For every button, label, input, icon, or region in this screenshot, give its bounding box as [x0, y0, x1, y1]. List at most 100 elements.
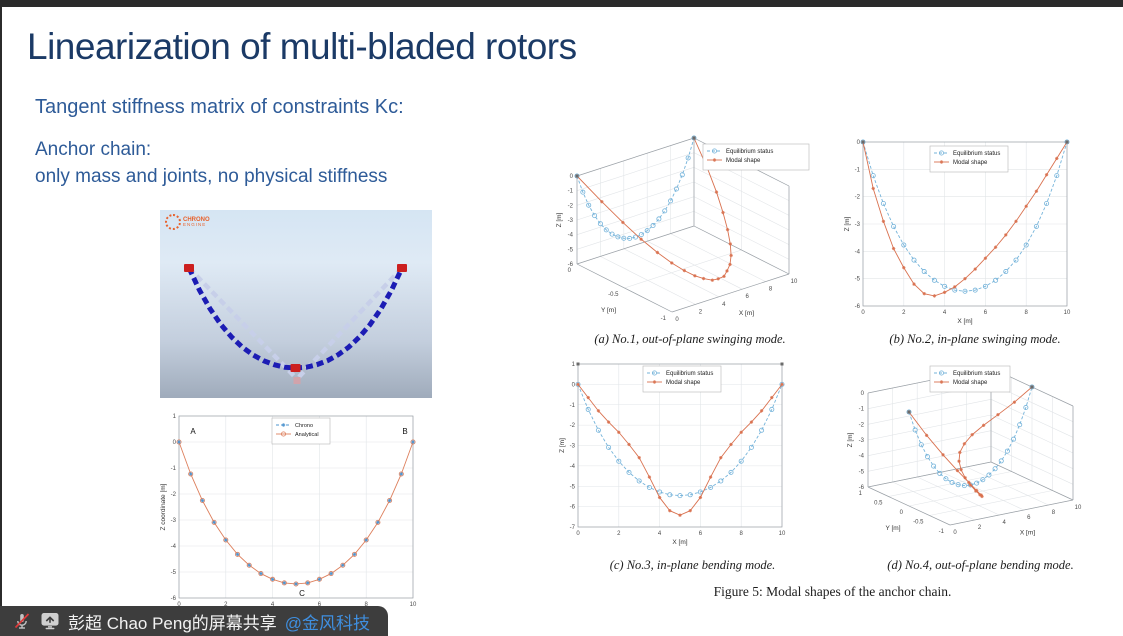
svg-text:-1: -1 — [568, 189, 574, 195]
svg-text:Modal shape: Modal shape — [726, 158, 761, 164]
svg-text:-5: -5 — [171, 570, 177, 576]
svg-text:-6: -6 — [568, 262, 574, 268]
svg-text:0: 0 — [568, 268, 572, 274]
modal-plot-d: 0 2 4 6 8 10 1 0.5 0 -0.5 -1 0 -1 -2 -3 -4 -5 -6 X [m] Y [m… — [847, 365, 1082, 537]
svg-text:8: 8 — [769, 287, 773, 293]
svg-text:2: 2 — [224, 602, 228, 608]
svg-text:-3: -3 — [570, 444, 576, 450]
svg-text:Equilibrium status: Equilibrium status — [666, 371, 713, 377]
svg-text:0: 0 — [173, 440, 177, 446]
svg-text:8: 8 — [1025, 310, 1029, 316]
svg-text:10: 10 — [1064, 310, 1071, 316]
modal-plot-a-block: 0 2 4 6 8 10 0 -0.5 -1 0 -1 -2 -3 -4 -5 -6 X [m] Y [m] Z [… — [545, 132, 835, 347]
svg-text:0: 0 — [953, 530, 957, 536]
svg-text:4: 4 — [943, 310, 947, 316]
modal-plot-b-block: 0 2 4 6 8 10 0 -1 -2 -3 -4 -5 -6 X [m] Z [m] Equilibriu… — [830, 132, 1120, 347]
svg-text:10: 10 — [791, 279, 798, 285]
svg-text:0: 0 — [675, 317, 679, 323]
slide-title: Linearization of multi-bladed rotors — [27, 26, 577, 67]
svg-text:4: 4 — [1003, 520, 1007, 526]
svg-text:Equilibrium status: Equilibrium status — [953, 371, 1000, 377]
chrono-gear-icon — [165, 214, 181, 230]
svg-text:-1: -1 — [939, 529, 945, 535]
svg-text:Z [m]: Z [m] — [559, 438, 566, 453]
share-bar-mention-link[interactable]: @金风科技 — [284, 613, 371, 633]
svg-text:-3: -3 — [171, 518, 177, 524]
svg-text:-4: -4 — [171, 544, 177, 550]
svg-text:0: 0 — [900, 510, 904, 516]
svg-text:-6: -6 — [855, 304, 861, 310]
modal-plot-d-block: 0 2 4 6 8 10 1 0.5 0 -0.5 -1 0 -1 -2 -3 -4 -5 -6 X [m] Y [m… — [838, 358, 1123, 573]
svg-text:-3: -3 — [855, 222, 861, 228]
svg-text:-7: -7 — [570, 525, 576, 531]
svg-text:-5: -5 — [855, 277, 861, 283]
svg-text:X [m]: X [m] — [672, 539, 687, 546]
svg-text:-1: -1 — [171, 466, 177, 472]
svg-text:X [m]: X [m] — [1020, 530, 1035, 537]
svg-text:4: 4 — [271, 602, 275, 608]
svg-text:0: 0 — [861, 391, 865, 397]
svg-text:10: 10 — [779, 531, 786, 537]
svg-text:8: 8 — [365, 602, 369, 608]
svg-text:Z [m]: Z [m] — [844, 216, 851, 231]
svg-text:C: C — [299, 589, 305, 598]
svg-text:6: 6 — [318, 602, 322, 608]
svg-text:1: 1 — [859, 491, 863, 497]
svg-text:-0.5: -0.5 — [913, 520, 924, 526]
svg-text:-4: -4 — [568, 233, 574, 239]
svg-text:0: 0 — [570, 174, 574, 180]
svg-text:10: 10 — [1075, 505, 1082, 511]
svg-text:1: 1 — [173, 414, 177, 420]
svg-text:A: A — [190, 427, 196, 436]
chrono-simulation-image: CHRONO ENGINE — [160, 210, 432, 398]
svg-text:6: 6 — [699, 531, 703, 537]
svg-text:1: 1 — [572, 362, 576, 368]
svg-text:4: 4 — [658, 531, 662, 537]
svg-text:0: 0 — [857, 140, 861, 146]
svg-text:2: 2 — [699, 309, 703, 315]
svg-text:Equilibrium status: Equilibrium status — [953, 151, 1000, 157]
svg-text:Modal shape: Modal shape — [953, 380, 988, 386]
svg-text:X [m]: X [m] — [739, 310, 754, 317]
svg-text:Modal shape: Modal shape — [953, 160, 988, 166]
svg-text:4: 4 — [722, 302, 726, 308]
svg-text:8: 8 — [1052, 510, 1056, 516]
svg-text:0: 0 — [861, 310, 865, 316]
caption-d: (d) No.4, out-of-plane bending mode. — [887, 558, 1074, 572]
svg-text:-2: -2 — [568, 203, 574, 209]
svg-text:-3: -3 — [859, 438, 865, 444]
caption-c: (c) No.3, in-plane bending mode. — [609, 558, 776, 572]
svg-text:-3: -3 — [568, 218, 574, 224]
modal-plot-c-block: 0 2 4 6 8 10 1 0 -1 -2 -3 -4 -5 -6 -7 X [m] Z [m] Equilib… — [550, 358, 835, 573]
svg-text:Chrono: Chrono — [295, 423, 313, 429]
screen-share-indicator-bar[interactable]: 彭超 Chao Peng的屏幕共享 @金风科技 — [0, 606, 388, 636]
svg-text:Z [m]: Z [m] — [556, 212, 563, 227]
svg-text:Z [m]: Z [m] — [847, 432, 854, 447]
svg-text:-2: -2 — [570, 423, 576, 429]
window-left-edge — [0, 0, 2, 636]
svg-text:Modal shape: Modal shape — [666, 380, 701, 386]
svg-text:X [m]: X [m] — [957, 318, 972, 325]
svg-text:-4: -4 — [859, 454, 865, 460]
svg-text:0: 0 — [576, 531, 580, 537]
svg-text:Z coordinate [m]: Z coordinate [m] — [160, 483, 167, 530]
svg-text:-2: -2 — [855, 195, 861, 201]
svg-text:6: 6 — [984, 310, 988, 316]
svg-text:Y [m]: Y [m] — [885, 525, 900, 532]
svg-text:-1: -1 — [570, 403, 576, 409]
svg-text:8: 8 — [740, 531, 744, 537]
screen-share-icon — [41, 613, 59, 630]
svg-text:-5: -5 — [859, 469, 865, 475]
svg-text:-2: -2 — [171, 492, 177, 498]
svg-text:0: 0 — [177, 602, 181, 608]
figure-caption: Figure 5: Modal shapes of the anchor cha… — [713, 584, 952, 599]
slide-text-anchor-chain: Anchor chain: — [35, 139, 152, 160]
svg-text:-4: -4 — [570, 464, 576, 470]
modal-plot-a: 0 2 4 6 8 10 0 -0.5 -1 0 -1 -2 -3 -4 -5 -6 X [m] Y [m] Z [… — [556, 135, 810, 323]
svg-text:-2: -2 — [859, 422, 865, 428]
svg-text:-1: -1 — [859, 407, 865, 413]
share-bar-text: 彭超 Chao Peng的屏幕共享 — [68, 613, 277, 633]
